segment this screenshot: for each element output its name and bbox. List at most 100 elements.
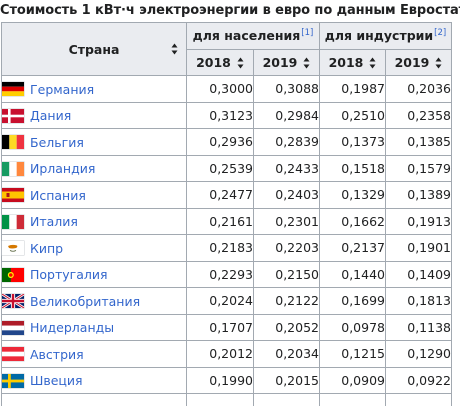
empty-cell [386,394,452,406]
value-cell: 0,1707 [187,314,254,341]
column-header-country[interactable]: Страна [2,23,187,76]
country-link[interactable]: Бельгия [30,135,84,150]
industry-ref-link[interactable]: [2] [434,28,446,38]
flag-italy-icon[interactable] [2,215,24,229]
flag-ireland-icon[interactable] [2,162,24,176]
column-header-households-2018[interactable]: 2018 [187,49,254,76]
sort-icon[interactable] [435,57,442,69]
value-cell: 0,1913 [386,208,452,235]
value-cell: 0,1990 [187,367,254,394]
value-cell: 0,2015 [254,367,320,394]
value-cell: 0,1215 [320,341,386,368]
year-label: 2019 [395,55,430,70]
country-cell: Австрия [2,341,187,368]
column-group-households: для населения[1] [187,23,320,50]
flag-belgium-icon[interactable] [2,135,24,149]
year-label: 2018 [196,55,231,70]
flag-united-kingdom-icon[interactable] [2,294,24,308]
country-link[interactable]: Ирландия [30,161,95,176]
country-cell: Швеция [2,367,187,394]
table-row-partial [2,394,452,406]
value-cell: 0,2183 [187,235,254,262]
sort-icon[interactable] [369,57,376,69]
country-link[interactable]: Португалия [30,267,108,282]
value-cell: 0,2034 [254,341,320,368]
flag-germany-icon[interactable] [2,82,24,96]
sort-icon[interactable] [237,57,244,69]
value-cell: 0,1290 [386,341,452,368]
column-header-industry-2018[interactable]: 2018 [320,49,386,76]
value-cell: 0,1385 [386,129,452,156]
column-header-households-2019[interactable]: 2019 [254,49,320,76]
flag-sweden-icon[interactable] [2,374,24,388]
value-cell: 0,1440 [320,261,386,288]
country-link[interactable]: Испания [30,188,86,203]
country-cell: Германия [2,76,187,103]
country-cell: Дания [2,102,187,129]
empty-cell [254,394,320,406]
country-cell: Кипр [2,235,187,262]
country-link[interactable]: Нидерланды [30,320,114,335]
flag-portugal-icon[interactable] [2,268,24,282]
column-header-industry-2019[interactable]: 2019 [386,49,452,76]
value-cell: 0,2477 [187,182,254,209]
value-cell: 0,1373 [320,129,386,156]
value-cell: 0,2052 [254,314,320,341]
column-header-country-label: Страна [69,42,120,57]
sort-icon[interactable] [303,57,310,69]
flag-spain-icon[interactable] [2,188,24,202]
flag-austria-icon[interactable] [2,347,24,361]
value-cell: 0,2012 [187,341,254,368]
value-cell: 0,1901 [386,235,452,262]
value-cell: 0,2122 [254,288,320,315]
value-cell: 0,1409 [386,261,452,288]
value-cell: 0,1662 [320,208,386,235]
value-cell: 0,2984 [254,102,320,129]
sort-icon[interactable] [171,43,178,55]
value-cell: 0,1518 [320,155,386,182]
country-link[interactable]: Италия [30,214,78,229]
empty-cell [187,394,254,406]
value-cell: 0,2293 [187,261,254,288]
value-cell: 0,2161 [187,208,254,235]
value-cell: 0,2301 [254,208,320,235]
value-cell: 0,3088 [254,76,320,103]
value-cell: 0,1699 [320,288,386,315]
country-link[interactable]: Швеция [30,373,83,388]
year-label: 2019 [263,55,298,70]
value-cell: 0,2433 [254,155,320,182]
value-cell: 0,2936 [187,129,254,156]
households-ref-link[interactable]: [1] [301,28,313,38]
flag-cyprus-icon[interactable] [2,241,24,255]
value-cell: 0,1813 [386,288,452,315]
industry-label: для индустрии [325,28,433,43]
value-cell: 0,2403 [254,182,320,209]
country-link[interactable]: Великобритания [30,294,140,309]
value-cell: 0,0922 [386,367,452,394]
value-cell: 0,0978 [320,314,386,341]
country-cell: Великобритания [2,288,187,315]
value-cell: 0,1389 [386,182,452,209]
electricity-price-table: Страна для населения[1] для индустрии[2]… [1,22,452,406]
flag-netherlands-icon[interactable] [2,321,24,335]
country-cell: Португалия [2,261,187,288]
country-link[interactable]: Германия [30,82,94,97]
country-link[interactable]: Кипр [30,241,63,256]
country-link[interactable]: Австрия [30,347,84,362]
flag-denmark-icon[interactable] [2,109,24,123]
country-link[interactable]: Дания [30,108,71,123]
value-cell: 0,2539 [187,155,254,182]
table-caption: Стоимость 1 кВт·ч электроэнергии в евро … [0,2,460,20]
value-cell: 0,2203 [254,235,320,262]
value-cell: 0,1329 [320,182,386,209]
